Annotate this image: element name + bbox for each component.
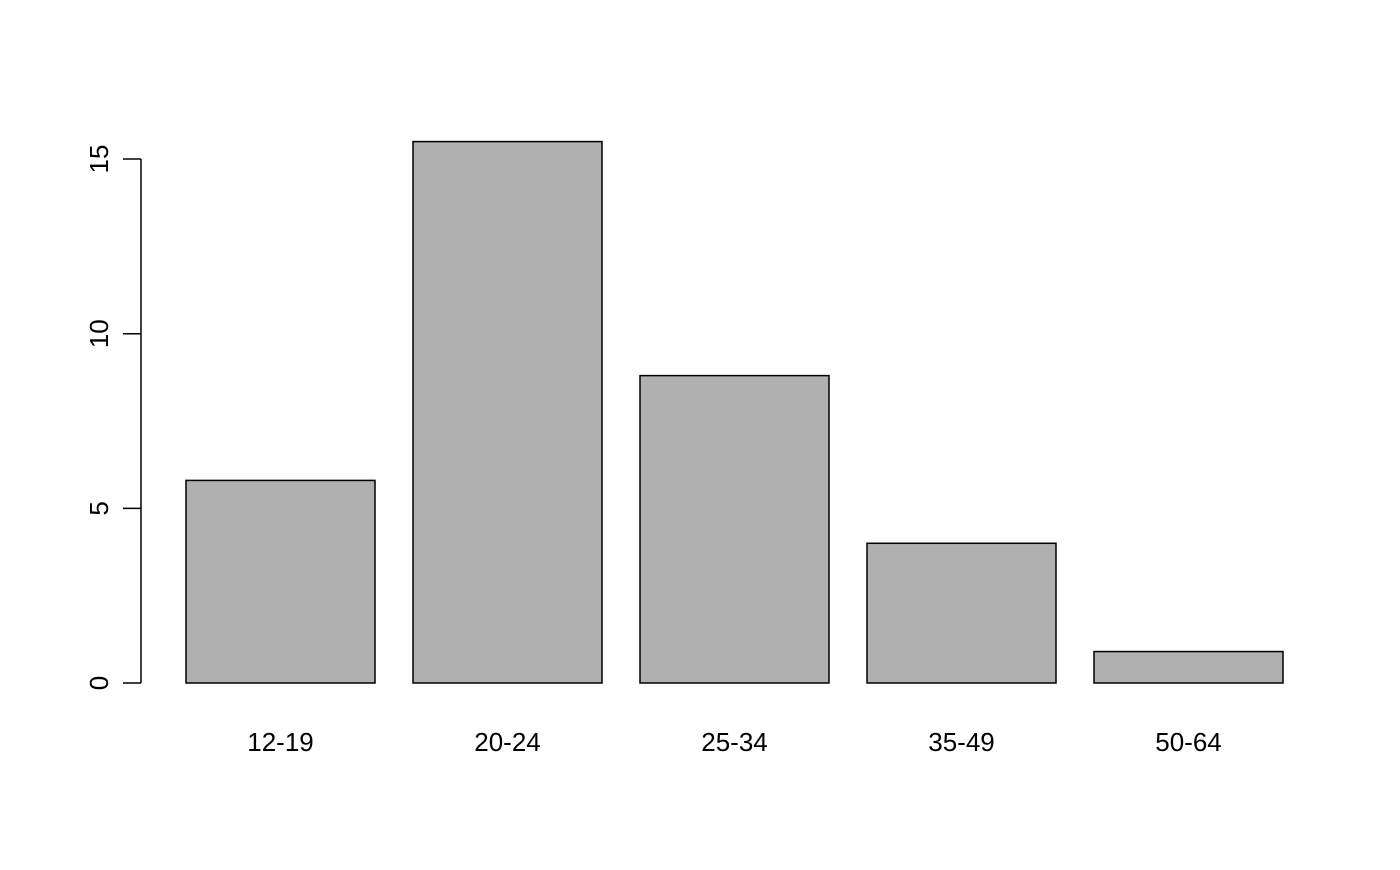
bar-12-19	[185, 479, 376, 684]
y-tick-label: 5	[84, 501, 114, 515]
x-tick-label-50-64: 50-64	[1155, 727, 1222, 757]
x-tick-label-35-49: 35-49	[928, 727, 995, 757]
bar-35-49	[866, 542, 1057, 684]
x-tick-label-25-34: 25-34	[701, 727, 768, 757]
bar-50-64	[1093, 650, 1284, 684]
x-tick-label-12-19: 12-19	[247, 727, 314, 757]
y-axis: 0 5 10 15	[84, 145, 142, 690]
x-tick-label-20-24: 20-24	[474, 727, 541, 757]
y-tick-label: 0	[84, 676, 114, 690]
bars-group	[185, 140, 1284, 684]
y-tick-label: 10	[84, 319, 114, 348]
bar-20-24	[412, 140, 603, 684]
x-tick-labels: 12-19 20-24 25-34 35-49 50-64	[247, 727, 1222, 757]
bar-25-34	[639, 374, 830, 684]
y-tick-label: 15	[84, 145, 114, 174]
